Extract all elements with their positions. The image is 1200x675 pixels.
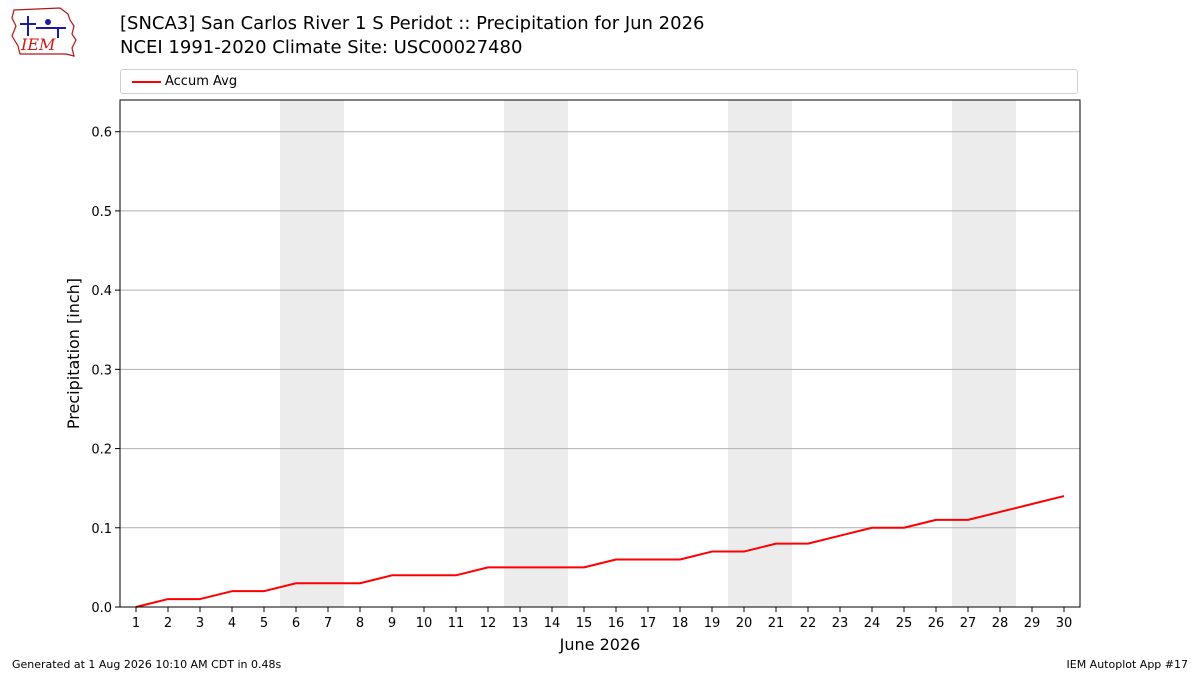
xtick-label-6: 6	[292, 616, 300, 631]
ytick-label-1: 0.1	[91, 522, 112, 537]
legend-label-accum-avg: Accum Avg	[165, 74, 238, 89]
xtick-label-27: 27	[960, 616, 977, 631]
xtick-label-20: 20	[736, 616, 753, 631]
xtick-label-12: 12	[480, 616, 497, 631]
xtick-label-17: 17	[640, 616, 657, 631]
xtick-label-22: 22	[800, 616, 817, 631]
weekend-band-2	[504, 100, 568, 607]
chart-subtitle: NCEI 1991-2020 Climate Site: USC00027480	[120, 37, 523, 58]
xtick-label-24: 24	[864, 616, 881, 631]
xtick-label-5: 5	[260, 616, 268, 631]
xtick-label-19: 19	[704, 616, 721, 631]
footer-generated: Generated at 1 Aug 2026 10:10 AM CDT in …	[12, 658, 282, 671]
xtick-label-29: 29	[1024, 616, 1041, 631]
ytick-label-4: 0.4	[91, 284, 112, 299]
ytick-label-2: 0.2	[91, 443, 112, 458]
weekend-band-4	[952, 100, 1016, 607]
xtick-label-1: 1	[132, 616, 140, 631]
y-axis-label: Precipitation [inch]	[64, 278, 83, 429]
legend: Accum Avg	[120, 69, 1078, 94]
xtick-label-8: 8	[356, 616, 364, 631]
plot-frame	[119, 99, 1081, 608]
xtick-label-2: 2	[164, 616, 172, 631]
xtick-label-10: 10	[416, 616, 433, 631]
weekend-band-1	[280, 100, 344, 607]
xtick-label-30: 30	[1056, 616, 1073, 631]
x-axis-label: June 2026	[559, 635, 641, 654]
weekend-band-3	[728, 100, 792, 607]
ytick-label-6: 0.6	[91, 126, 112, 141]
xtick-label-25: 25	[896, 616, 913, 631]
xtick-label-9: 9	[388, 616, 396, 631]
xtick-label-13: 13	[512, 616, 529, 631]
xtick-label-14: 14	[544, 616, 561, 631]
xtick-label-11: 11	[448, 616, 465, 631]
xtick-label-26: 26	[928, 616, 945, 631]
chart-title: [SNCA3] San Carlos River 1 S Peridot :: …	[120, 13, 705, 34]
series-line-accum-avg	[135, 495, 1065, 608]
xtick-label-15: 15	[576, 616, 593, 631]
ytick-label-5: 0.5	[91, 205, 112, 220]
logo-text: IEM	[20, 35, 56, 54]
xtick-label-4: 4	[228, 616, 236, 631]
xtick-label-16: 16	[608, 616, 625, 631]
iem-logo: IEM	[11, 7, 77, 57]
xtick-label-23: 23	[832, 616, 849, 631]
xtick-label-3: 3	[196, 616, 204, 631]
footer-app-id: IEM Autoplot App #17	[1066, 658, 1189, 671]
xtick-label-18: 18	[672, 616, 689, 631]
legend-swatch-accum-avg	[132, 81, 161, 83]
ytick-label-3: 0.3	[91, 363, 112, 378]
xtick-label-28: 28	[992, 616, 1009, 631]
xtick-label-7: 7	[324, 616, 332, 631]
title-block: [SNCA3] San Carlos River 1 S Peridot :: …	[120, 12, 704, 60]
xtick-label-21: 21	[768, 616, 785, 631]
ytick-label-0: 0.0	[91, 601, 112, 616]
